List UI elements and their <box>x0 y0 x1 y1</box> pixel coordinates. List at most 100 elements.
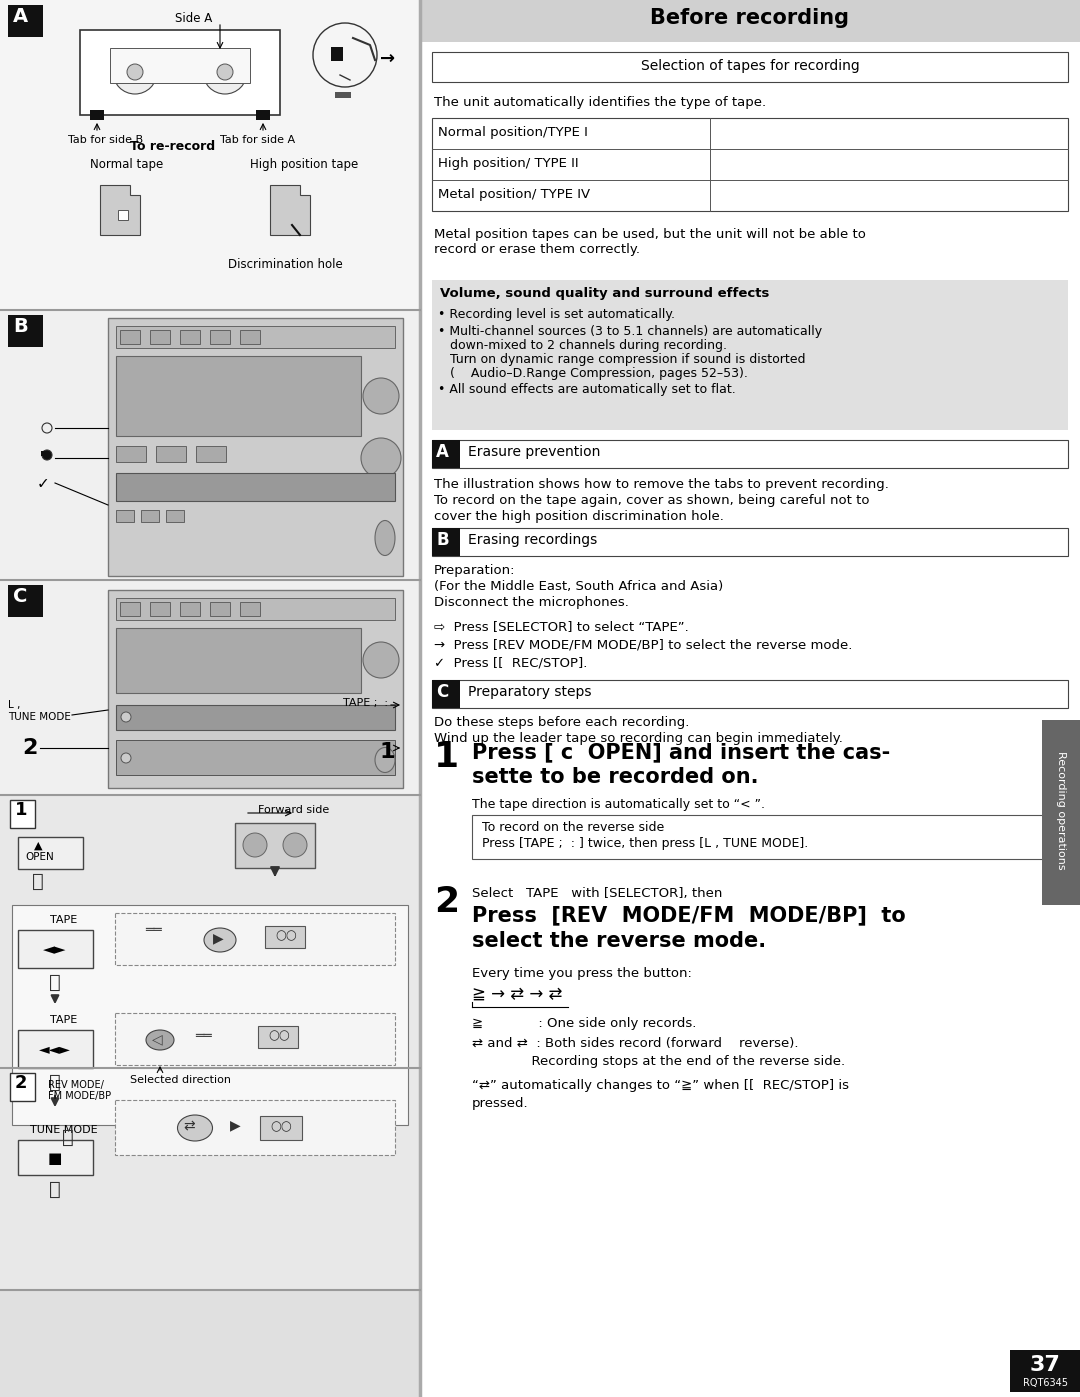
Text: 👍: 👍 <box>49 1180 60 1199</box>
Text: 👍: 👍 <box>32 872 44 891</box>
Bar <box>12 905 408 1125</box>
Text: “⇄” automatically changes to “≧” when [[  REC/STOP] is: “⇄” automatically changes to “≧” when [[… <box>472 1078 849 1092</box>
Text: Selected direction: Selected direction <box>130 1076 231 1085</box>
Text: ══: ══ <box>195 1030 212 1044</box>
Text: Disconnect the microphones.: Disconnect the microphones. <box>434 597 629 609</box>
Text: Normal tape: Normal tape <box>90 158 163 170</box>
Bar <box>432 680 460 708</box>
Text: down-mixed to 2 channels during recording.: down-mixed to 2 channels during recordin… <box>450 339 727 352</box>
Text: ◄◄►: ◄◄► <box>39 1042 71 1056</box>
Bar <box>18 1030 93 1067</box>
Text: 2: 2 <box>22 738 38 759</box>
Text: A: A <box>436 443 449 461</box>
Bar <box>120 330 140 344</box>
Text: A: A <box>13 7 28 27</box>
Bar <box>150 330 170 344</box>
Circle shape <box>113 50 157 94</box>
Text: pressed.: pressed. <box>472 1097 528 1111</box>
Bar <box>116 598 395 620</box>
Circle shape <box>121 753 131 763</box>
Text: Metal position tapes can be used, but the unit will not be able to
record or era: Metal position tapes can be used, but th… <box>434 228 866 256</box>
Text: select the reverse mode.: select the reverse mode. <box>472 930 766 951</box>
Text: C: C <box>13 587 27 606</box>
Bar <box>256 110 270 120</box>
Text: L ,: L , <box>8 700 21 710</box>
Text: Recording operations: Recording operations <box>1056 750 1066 869</box>
Text: ✓: ✓ <box>37 476 50 490</box>
Bar <box>10 800 35 828</box>
Text: ■: ■ <box>48 1151 63 1166</box>
Bar <box>114 914 395 965</box>
Text: • All sound effects are automatically set to flat.: • All sound effects are automatically se… <box>438 383 735 395</box>
Text: ≧ → ⇄ → ⇄: ≧ → ⇄ → ⇄ <box>472 985 563 1003</box>
Text: TAPE: TAPE <box>50 915 78 925</box>
Text: Tab for side B: Tab for side B <box>68 136 144 145</box>
Text: TUNE MODE: TUNE MODE <box>8 712 71 722</box>
Bar <box>116 740 395 775</box>
Polygon shape <box>100 184 140 235</box>
Bar <box>0 1289 420 1397</box>
Bar <box>116 326 395 348</box>
Text: Select   TAPE   with [SELECTOR], then: Select TAPE with [SELECTOR], then <box>472 887 723 900</box>
Bar <box>330 47 343 61</box>
Text: ▶: ▶ <box>230 1118 241 1132</box>
Text: 👍: 👍 <box>49 1073 60 1092</box>
Text: Metal position/ TYPE IV: Metal position/ TYPE IV <box>438 189 590 201</box>
Bar <box>210 602 230 616</box>
Text: (For the Middle East, South Africa and Asia): (For the Middle East, South Africa and A… <box>434 580 724 592</box>
Text: ≧             : One side only records.: ≧ : One side only records. <box>472 1017 697 1030</box>
Text: B: B <box>13 317 28 337</box>
Text: Tab for side A: Tab for side A <box>220 136 295 145</box>
Text: 2: 2 <box>434 886 459 919</box>
Text: • Multi-channel sources (3 to 5.1 channels) are automatically: • Multi-channel sources (3 to 5.1 channe… <box>438 326 822 338</box>
Text: Volume, sound quality and surround effects: Volume, sound quality and surround effec… <box>440 286 769 300</box>
Text: Preparatory steps: Preparatory steps <box>468 685 592 698</box>
Bar <box>265 926 305 949</box>
Bar <box>240 330 260 344</box>
Text: ▶: ▶ <box>213 930 224 944</box>
Bar <box>432 440 1068 468</box>
Circle shape <box>217 64 233 80</box>
Circle shape <box>121 712 131 722</box>
Bar <box>116 510 134 522</box>
Bar <box>472 814 1062 859</box>
Text: ══: ══ <box>145 923 162 937</box>
Text: Before recording: Before recording <box>650 8 850 28</box>
Text: TAPE ;  :: TAPE ; : <box>343 698 388 708</box>
Bar <box>432 52 1068 82</box>
Bar <box>1042 719 1080 905</box>
Text: Discrimination hole: Discrimination hole <box>228 258 342 271</box>
Bar <box>80 29 280 115</box>
Text: 37: 37 <box>1029 1355 1061 1375</box>
Circle shape <box>363 379 399 414</box>
Text: TAPE: TAPE <box>50 1016 78 1025</box>
Text: TUNE MODE: TUNE MODE <box>30 1125 97 1134</box>
Bar <box>432 680 1068 708</box>
Bar <box>1010 1350 1080 1391</box>
Text: 1: 1 <box>379 742 395 761</box>
Text: The tape direction is automatically set to “< ”.: The tape direction is automatically set … <box>472 798 765 812</box>
Bar <box>110 47 249 82</box>
Circle shape <box>363 643 399 678</box>
Text: REV MODE/: REV MODE/ <box>48 1080 104 1090</box>
Bar <box>116 446 146 462</box>
Ellipse shape <box>375 521 395 556</box>
Text: Turn on dynamic range compression if sound is distorted: Turn on dynamic range compression if sou… <box>450 353 806 366</box>
Bar <box>90 110 104 120</box>
Bar <box>0 1067 420 1289</box>
Circle shape <box>42 450 52 460</box>
Text: High position tape: High position tape <box>249 158 359 170</box>
Bar <box>8 585 43 617</box>
Bar <box>0 0 420 1397</box>
Text: ◁: ◁ <box>152 1032 163 1046</box>
Text: RQT6345: RQT6345 <box>1023 1377 1067 1389</box>
Text: 1: 1 <box>15 800 27 819</box>
Bar <box>18 930 93 968</box>
Text: C: C <box>436 683 448 701</box>
Bar <box>116 705 395 731</box>
Text: The illustration shows how to remove the tabs to prevent recording.: The illustration shows how to remove the… <box>434 478 889 490</box>
Text: OPEN: OPEN <box>25 852 54 862</box>
Text: ◄►: ◄► <box>43 942 67 957</box>
Text: ○○: ○○ <box>270 1120 292 1133</box>
Circle shape <box>127 64 143 80</box>
